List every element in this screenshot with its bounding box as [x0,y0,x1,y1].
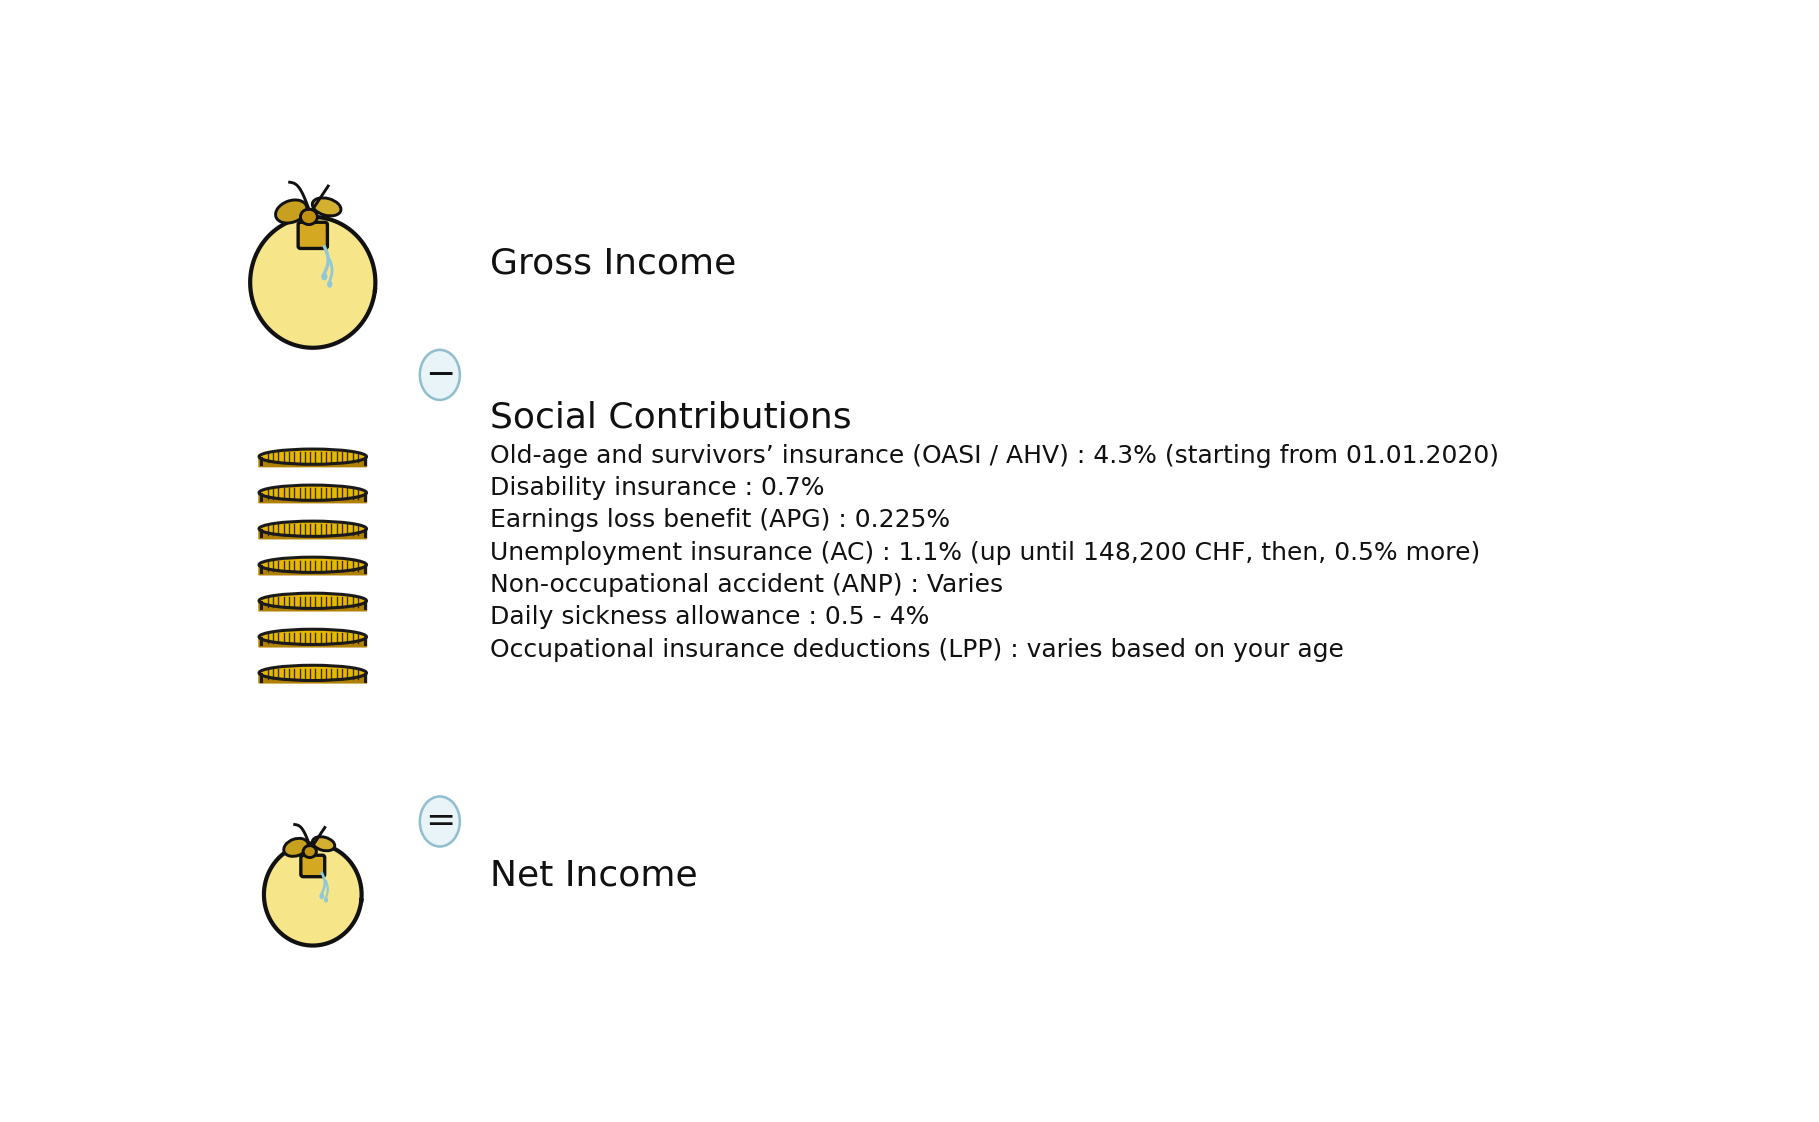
Ellipse shape [258,665,366,681]
Text: =: = [424,804,455,838]
FancyBboxPatch shape [258,528,367,540]
Polygon shape [264,844,362,946]
Text: Daily sickness allowance : 0.5 - 4%: Daily sickness allowance : 0.5 - 4% [489,606,930,629]
Ellipse shape [327,280,333,287]
FancyBboxPatch shape [300,855,326,876]
Polygon shape [251,217,375,348]
Ellipse shape [284,838,307,856]
Ellipse shape [313,197,340,215]
Text: Net Income: Net Income [489,858,697,892]
Ellipse shape [324,898,327,902]
Text: Gross Income: Gross Income [489,246,737,280]
Polygon shape [251,217,375,348]
Polygon shape [264,844,362,946]
Ellipse shape [258,485,366,500]
Ellipse shape [258,629,366,644]
Ellipse shape [304,846,317,857]
Text: Old-age and survivors’ insurance (OASI / AHV) : 4.3% (starting from 01.01.2020): Old-age and survivors’ insurance (OASI /… [489,443,1499,468]
FancyBboxPatch shape [258,493,367,504]
Ellipse shape [258,521,366,536]
Ellipse shape [313,837,335,850]
Ellipse shape [275,200,307,223]
Ellipse shape [320,893,324,899]
FancyBboxPatch shape [258,600,367,611]
FancyBboxPatch shape [258,673,367,683]
Ellipse shape [300,209,317,224]
Text: Unemployment insurance (AC) : 1.1% (up until 148,200 CHF, then, 0.5% more): Unemployment insurance (AC) : 1.1% (up u… [489,541,1481,564]
FancyBboxPatch shape [258,637,367,647]
Text: Earnings loss benefit (APG) : 0.225%: Earnings loss benefit (APG) : 0.225% [489,508,950,533]
FancyBboxPatch shape [298,222,327,248]
Ellipse shape [322,273,327,280]
FancyBboxPatch shape [258,564,367,576]
Text: Occupational insurance deductions (LPP) : varies based on your age: Occupational insurance deductions (LPP) … [489,637,1344,662]
Ellipse shape [258,449,366,465]
Ellipse shape [258,594,366,608]
Text: Social Contributions: Social Contributions [489,401,851,434]
Text: −: − [424,358,455,392]
Text: Non-occupational accident (ANP) : Varies: Non-occupational accident (ANP) : Varies [489,573,1002,597]
Text: Disability insurance : 0.7%: Disability insurance : 0.7% [489,476,824,500]
Ellipse shape [258,558,366,572]
Ellipse shape [420,797,460,846]
Ellipse shape [420,350,460,399]
FancyBboxPatch shape [258,457,367,468]
